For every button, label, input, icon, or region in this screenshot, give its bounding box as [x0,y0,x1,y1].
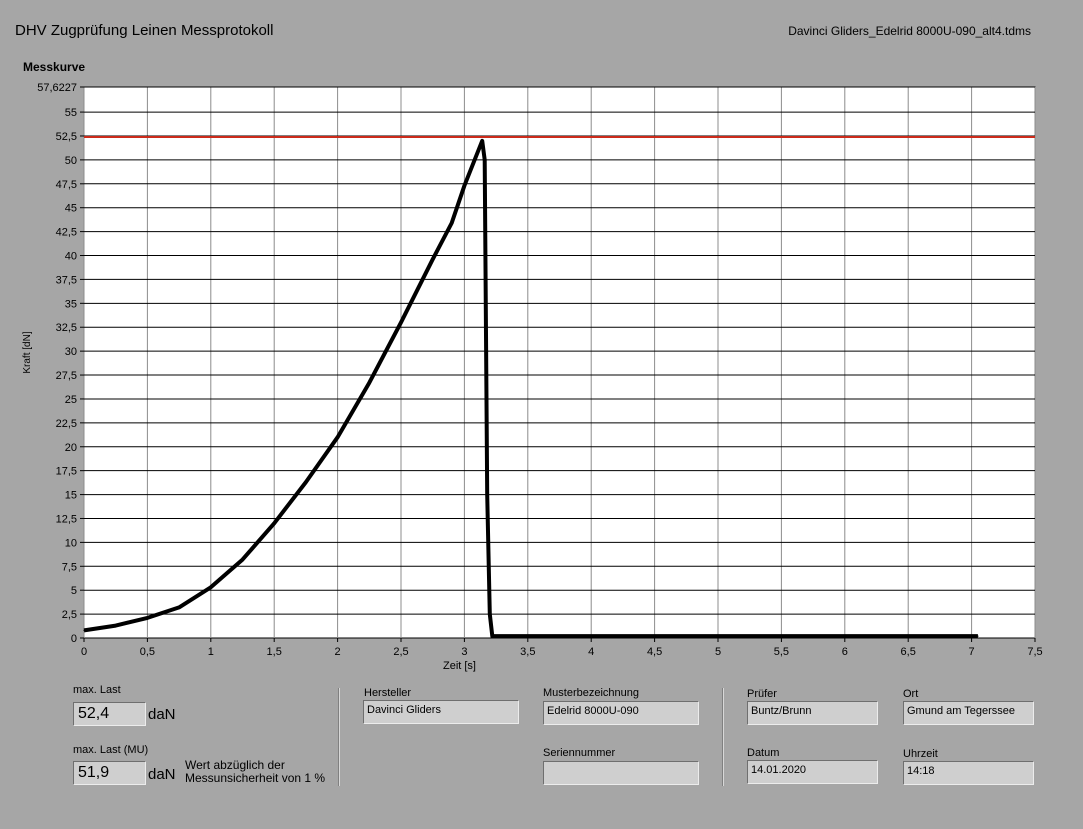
hersteller-field[interactable]: Davinci Gliders [363,700,519,724]
separator [722,688,724,786]
x-tick-label: 6,5 [901,646,916,658]
max-last-value: 52,4 [73,702,146,726]
page-title: DHV Zugprüfung Leinen Messprotokoll [15,22,274,39]
datum-field[interactable]: 14.01.2020 [747,760,878,784]
data-point [178,606,180,609]
y-tick-label: 15 [65,490,77,502]
y-tick-label: 7,5 [62,561,77,573]
max-last-mu-value: 51,9 [73,761,146,785]
y-tick-label: 20 [65,442,77,454]
plot-area [83,86,1036,639]
y-axis-label: Kraft [dN] [22,331,33,373]
ort-field[interactable]: Gmund am Tegerssee [903,701,1034,725]
data-point [400,321,402,323]
data-point [368,382,370,384]
x-tick-label: 4 [588,646,594,658]
data-point [451,222,453,224]
y-tick-label: 57,6227 [37,82,77,94]
datum-label: Datum [747,747,780,759]
file-name: Davinci Gliders_Edelrid 8000U-090_alt4.t… [788,24,1031,38]
seriennummer-field[interactable] [543,761,699,785]
y-tick-label: 47,5 [56,179,77,191]
x-tick-label: 1,5 [267,646,282,658]
data-point [717,635,719,637]
y-tick-label: 40 [65,251,77,263]
hersteller-label: Hersteller [364,687,412,699]
data-point [146,617,148,619]
line-chart: 0 0,5 1 1,5 2 2,5 3 3,5 4 4,5 5 5,5 6 6,5 7 7,502,557,5… [22,82,1043,672]
x-tick-label: 0,5 [140,646,155,658]
y-tick-label: 45 [65,203,77,215]
data-point [210,586,212,588]
x-tick-label: 4,5 [647,646,662,658]
data-point [844,635,846,637]
data-point [977,635,979,637]
x-tick-label: 6 [842,646,848,658]
uhrzeit-field[interactable]: 14:18 [903,761,1034,785]
y-tick-label: 25 [65,394,77,406]
x-tick-label: 3,5 [520,646,535,658]
x-tick-label: 1 [208,646,214,658]
data-point [273,522,275,524]
uhrzeit-label: Uhrzeit [903,748,938,760]
data-point [115,625,117,627]
x-tick-label: 5,5 [774,646,789,658]
y-tick-label: 55 [65,107,77,119]
x-tick-label: 0 [81,646,87,658]
data-point [432,258,434,260]
x-tick-label: 7 [969,646,975,658]
y-tick-label: 42,5 [56,227,77,239]
uncertainty-note-line1: Wert abzüglich der [185,758,285,772]
data-point [337,436,339,438]
max-last-unit: daN [148,706,176,723]
x-tick-label: 5 [715,646,721,658]
data-point [305,481,307,483]
pruefer-field[interactable]: Buntz/Brunn [747,701,878,725]
data-point [463,185,465,187]
data-point [489,613,491,615]
y-tick-label: 27,5 [56,370,77,382]
separator [338,688,340,786]
y-tick-label: 30 [65,346,77,358]
seriennummer-label: Seriennummer [543,747,616,759]
ort-label: Ort [903,688,919,700]
data-point [491,635,493,637]
data-point [486,494,488,496]
max-last-mu-unit: daN [148,766,176,783]
data-point [83,629,85,632]
chart-title: Messkurve [23,60,86,74]
uncertainty-note-line2: Messunsicherheit von 1 % [185,771,326,785]
musterbezeichnung-label: Musterbezeichnung [543,687,640,699]
musterbezeichnung-field[interactable]: Edelrid 8000U-090 [543,701,699,725]
y-tick-label: 2,5 [62,609,77,621]
max-last-label: max. Last [73,684,121,696]
y-tick-label: 10 [65,537,77,549]
x-tick-label: 7,5 [1027,646,1042,658]
data-point [481,140,483,142]
x-tick-label: 3 [461,646,467,658]
x-tick-label: 2 [335,646,341,658]
y-tick-label: 52,5 [56,131,77,143]
y-tick-label: 0 [71,633,77,645]
y-tick-label: 50 [65,155,77,167]
y-tick-label: 37,5 [56,274,77,286]
max-last-mu-label: max. Last (MU) [73,744,149,756]
data-point [241,559,244,561]
y-tick-label: 22,5 [56,418,77,430]
y-tick-label: 35 [65,298,77,310]
y-tick-label: 5 [71,585,77,597]
pruefer-label: Prüfer [747,688,777,700]
x-tick-label: 2,5 [393,646,408,658]
data-point [484,159,486,161]
y-tick-label: 32,5 [56,322,77,334]
data-point [590,635,592,637]
x-axis-label: Zeit [s] [443,660,476,672]
y-tick-label: 17,5 [56,466,77,478]
y-tick-label: 12,5 [56,513,77,525]
